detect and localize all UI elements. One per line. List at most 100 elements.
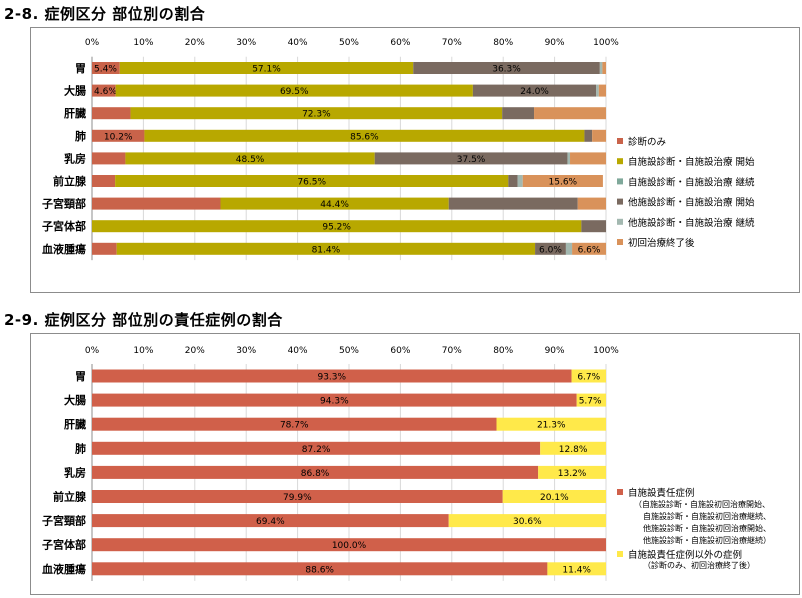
chart2-bar-series-2	[540, 441, 606, 455]
chart2-bar-series-2	[571, 369, 606, 383]
chart2-x-tick-label: 20%	[185, 346, 205, 356]
chart1-x-tick-label: 70%	[442, 38, 462, 48]
chart1-category-label: 大腸	[64, 84, 86, 98]
chart1-legend-swatch	[617, 218, 623, 225]
chart1-category-label: 肝臓	[64, 106, 86, 120]
chart1-bar-series-5	[565, 242, 573, 255]
chart2-bar-series-1	[92, 538, 606, 552]
chart1-data-label: 76.5%	[297, 178, 326, 188]
chart1-bar-series-2	[92, 220, 582, 233]
chart2-x-tick-label: 10%	[133, 346, 153, 356]
chart2-x-tick-label: 30%	[236, 346, 256, 356]
chart1-data-label: 15.6%	[549, 178, 578, 188]
chart2-category-label: 大腸	[64, 393, 86, 407]
chart1-data-label: 5.4%	[94, 65, 117, 75]
chart2-bar-series-1	[92, 465, 539, 479]
chart2-data-label: 100.0%	[332, 541, 367, 551]
chart1-category-label: 肺	[75, 129, 86, 143]
chart1-bar-series-2	[125, 152, 375, 165]
chart1-legend-label: 他施設診断・自施設治療 継続	[628, 217, 755, 229]
chart1-x-tick-label: 100%	[593, 38, 619, 48]
responsible-case-by-site-chart: 0% 10% 20% 30% 40% 50% 60% 70% 80% 90% 100% 胃 93.3% 6…	[42, 346, 771, 581]
chart1-bar-series-2	[130, 107, 503, 120]
chart2-x-tick-label: 80%	[493, 346, 513, 356]
chart1-bar-series-4	[374, 152, 568, 165]
chart1-bar-series-2	[116, 242, 536, 255]
chart1-category-label: 子宮頸部	[42, 197, 86, 211]
chart2-category-label: 肝臓	[64, 417, 86, 431]
chart1-data-label: 72.3%	[302, 110, 331, 120]
chart2-bar-series-2	[538, 465, 606, 479]
chart1-bar-series-5	[596, 84, 599, 97]
chart1-bar-series-6	[534, 107, 606, 120]
chart2-bar-series-2	[448, 514, 606, 528]
chart1-category-label: 胃	[75, 62, 86, 75]
chart1-bar-series-4	[413, 62, 600, 74]
chart2-category-label: 乳房	[64, 465, 86, 479]
chart1-data-label: 44.4%	[320, 200, 349, 210]
chart2-category-label: 胃	[75, 370, 86, 383]
chart2-bar-series-2	[502, 490, 606, 503]
chart2-x-tick-label: 0%	[85, 346, 100, 356]
case-category-by-site-chart: 0% 10% 20% 30% 40% 50% 60% 70% 80% 90% 100% 胃 5.4% 57…	[42, 38, 755, 261]
chart1-legend-label: 他施設診断・自施設治療 開始	[628, 197, 755, 209]
chart2-category-label: 子宮体部	[42, 538, 86, 552]
chart2-bar-series-1	[92, 417, 497, 431]
chart1-legend-swatch	[617, 198, 623, 205]
section-title-2-8: 2-8. 症例区分 部位別の割合	[4, 5, 206, 23]
chart1-x-tick-label: 80%	[493, 38, 513, 48]
chart1-data-label: 6.0%	[539, 245, 562, 255]
chart2-legend-swatch	[617, 489, 623, 495]
chart1-bar-series-6	[602, 62, 606, 74]
chart2-legend-note: 他施設診断・自施設初回治療開始、	[643, 523, 771, 533]
chart1-bar-series-5	[599, 62, 603, 74]
chart1-data-label: 95.2%	[322, 223, 351, 233]
chart1-bar-series-6	[522, 175, 603, 187]
chart2-bar-series-2	[496, 417, 606, 431]
chart1-bar-series-5	[517, 175, 523, 187]
chart1-bar-series-2	[119, 62, 414, 74]
chart1-category-label: 子宮体部	[42, 219, 86, 233]
chart2-bar-series-1	[92, 441, 541, 455]
chart2-bar-series-1	[92, 514, 449, 528]
chart1-bar-series-4	[581, 220, 606, 233]
chart1-x-tick-label: 10%	[133, 38, 153, 48]
chart1-data-label: 10.2%	[104, 132, 133, 142]
chart2-data-label: 93.3%	[317, 373, 346, 383]
chart1-bar-series-6	[592, 129, 606, 142]
chart1-data-label: 36.3%	[492, 65, 521, 75]
chart2-category-label: 血液腫瘍	[42, 562, 86, 576]
chart1-bar-series-1	[92, 197, 221, 210]
chart2-category-label: 肺	[75, 441, 86, 455]
chart1-category-label: 血液腫瘍	[42, 242, 86, 256]
chart2-category-label: 子宮頸部	[42, 514, 86, 528]
chart2-legend-note: （自施設診断・自施設初回治療開始、	[634, 499, 770, 509]
chart1-bar-series-4	[535, 242, 566, 255]
chart1-x-tick-label: 40%	[288, 38, 308, 48]
chart2-legend-swatch	[617, 551, 623, 557]
chart2-data-label: 69.4%	[256, 517, 285, 527]
chart2-data-label: 11.4%	[562, 565, 591, 575]
chart1-bar-series-4	[472, 84, 597, 97]
chart1-x-tick-label: 50%	[339, 38, 359, 48]
chart2-bar-series-1	[92, 490, 503, 503]
chart1-legend-label: 自施設診断・自施設治療 開始	[628, 156, 755, 168]
chart2-x-tick-label: 70%	[442, 346, 462, 356]
chart1-bar-series-4	[584, 129, 593, 142]
chart1-bar-series-1	[92, 84, 116, 97]
chart2-x-tick-label: 50%	[339, 346, 359, 356]
chart2-legend-label: 自施設責任症例	[628, 487, 695, 499]
chart2-bar-series-1	[92, 369, 572, 383]
chart1-legend-swatch	[617, 178, 623, 185]
chart1-legend-swatch	[617, 239, 623, 245]
chart1-bar-series-1	[92, 152, 126, 165]
chart1-data-label: 69.5%	[280, 87, 309, 97]
chart1-legend-label: 診断のみ	[628, 136, 666, 148]
chart1-bar-series-1	[92, 175, 116, 187]
chart1-bar-series-4	[448, 197, 578, 210]
chart1-bar-series-6	[577, 197, 606, 210]
chart2-x-tick-label: 60%	[390, 346, 410, 356]
chart1-data-label: 6.6%	[578, 245, 601, 255]
chart2-category-label: 前立腺	[53, 490, 87, 504]
chart2-data-label: 13.2%	[558, 469, 587, 479]
